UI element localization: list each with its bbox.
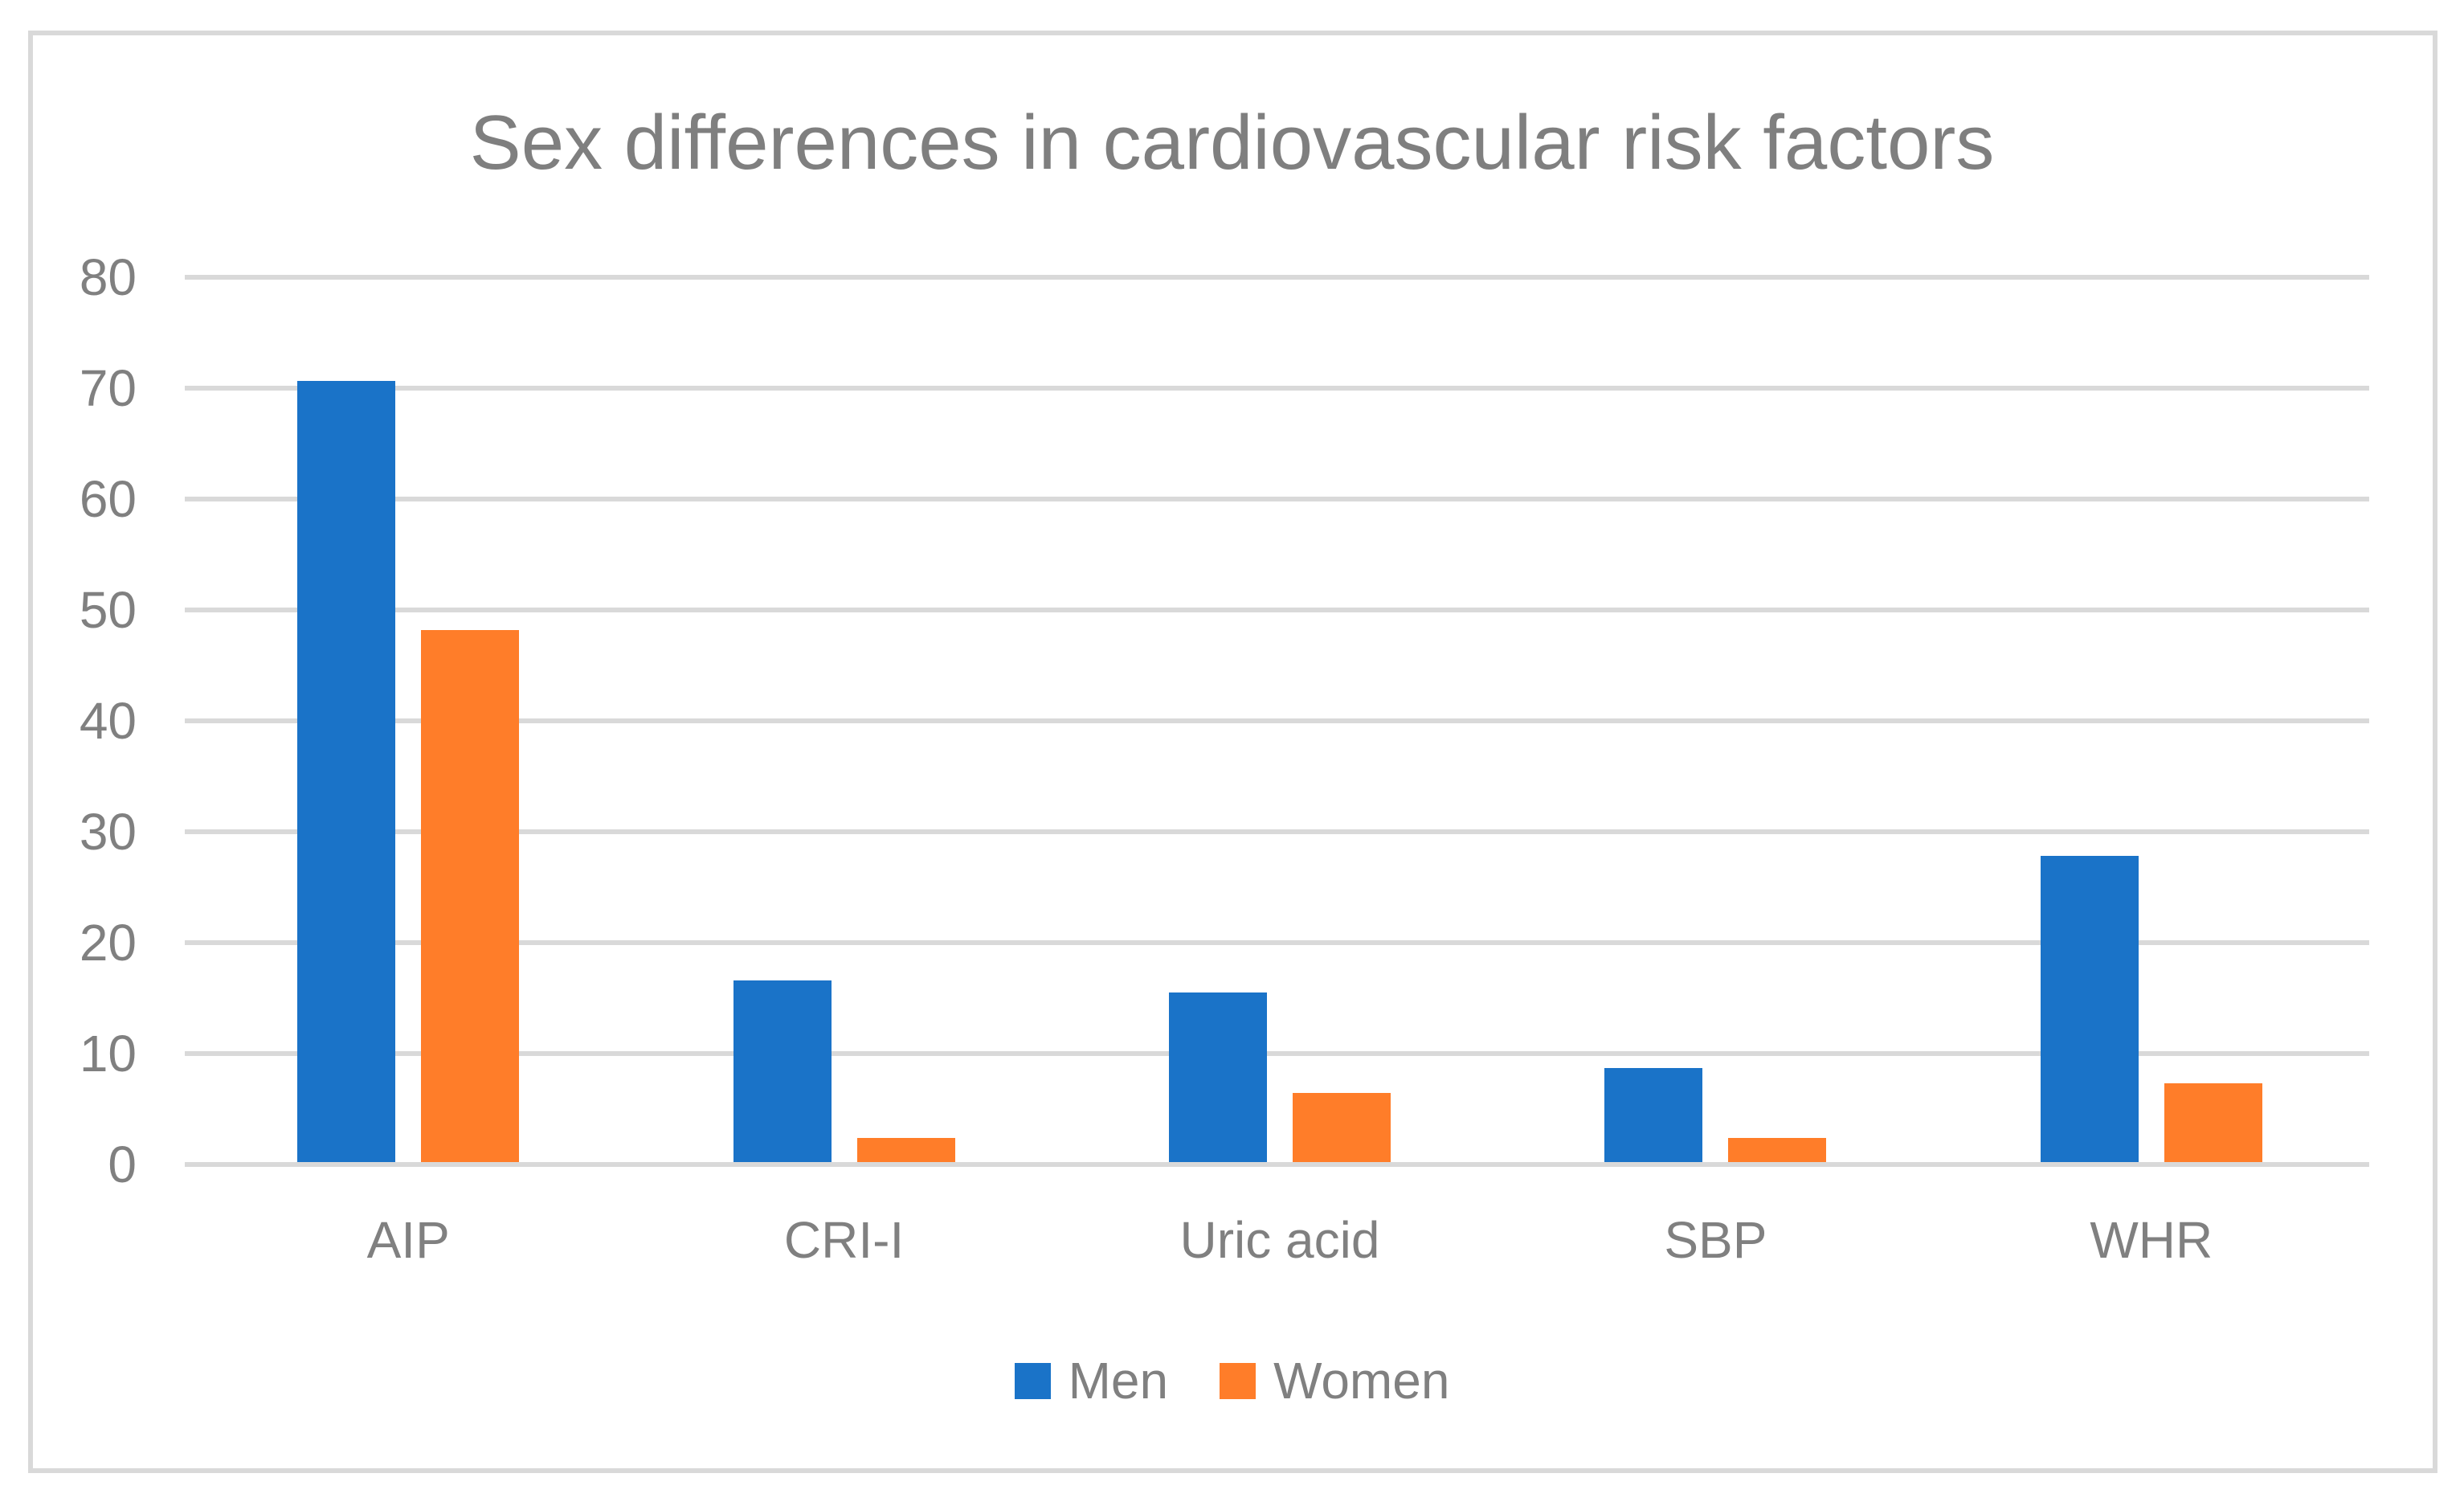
x-category-label-aip: AIP bbox=[366, 1211, 450, 1269]
category-group-cri-i bbox=[626, 275, 1061, 1162]
y-tick-label-10: 10 bbox=[79, 1025, 137, 1083]
bar-men-aip bbox=[297, 381, 396, 1162]
y-tick-label-40: 40 bbox=[79, 692, 137, 750]
legend-item-men: Men bbox=[1014, 1352, 1169, 1410]
legend-label-men: Men bbox=[1068, 1352, 1169, 1410]
bar-women-uric-acid bbox=[1292, 1093, 1391, 1162]
gridline-y-60 bbox=[185, 497, 2369, 501]
y-tick-label-30: 30 bbox=[79, 803, 137, 861]
y-tick-label-20: 20 bbox=[79, 914, 137, 972]
bar-women-aip bbox=[421, 630, 520, 1162]
bar-men-uric-acid bbox=[1168, 992, 1267, 1162]
gridline-y-20 bbox=[185, 940, 2369, 945]
x-category-label-cri-i: CRI-I bbox=[783, 1211, 905, 1269]
gridline-y-80 bbox=[185, 275, 2369, 280]
category-group-uric-acid bbox=[1062, 275, 1498, 1162]
x-category-label-uric-acid: Uric acid bbox=[1179, 1211, 1380, 1269]
legend-swatch-men bbox=[1014, 1362, 1051, 1399]
category-group-sbp bbox=[1498, 275, 1933, 1162]
bar-men-cri-i bbox=[733, 980, 832, 1162]
x-category-label-sbp: SBP bbox=[1664, 1211, 1767, 1269]
y-tick-label-50: 50 bbox=[79, 581, 137, 639]
bar-women-whr bbox=[2164, 1083, 2262, 1162]
bar-women-sbp bbox=[1728, 1138, 1827, 1162]
gridline-y-70 bbox=[185, 386, 2369, 391]
gridline-y-40 bbox=[185, 718, 2369, 723]
legend: Men Women bbox=[0, 1353, 2464, 1409]
gridline-y-10 bbox=[185, 1051, 2369, 1056]
x-axis-line bbox=[185, 1162, 2369, 1167]
legend-label-women: Women bbox=[1273, 1352, 1450, 1410]
gridline-y-50 bbox=[185, 608, 2369, 612]
legend-swatch-women bbox=[1220, 1362, 1257, 1399]
bar-men-whr bbox=[2040, 856, 2139, 1162]
legend-item-women: Women bbox=[1220, 1353, 1449, 1409]
y-tick-label-80: 80 bbox=[79, 248, 137, 306]
gridline-y-30 bbox=[185, 829, 2369, 834]
y-tick-label-60: 60 bbox=[79, 470, 137, 528]
bar-men-sbp bbox=[1604, 1068, 1703, 1162]
bar-women-cri-i bbox=[856, 1138, 955, 1162]
x-category-label-whr: WHR bbox=[2090, 1211, 2213, 1269]
y-tick-label-70: 70 bbox=[79, 359, 137, 417]
y-tick-label-0: 0 bbox=[108, 1136, 137, 1193]
category-group-aip bbox=[190, 275, 626, 1162]
chart-title: Sex differences in cardiovascular risk f… bbox=[469, 100, 1995, 186]
category-group-whr bbox=[1934, 275, 2369, 1162]
